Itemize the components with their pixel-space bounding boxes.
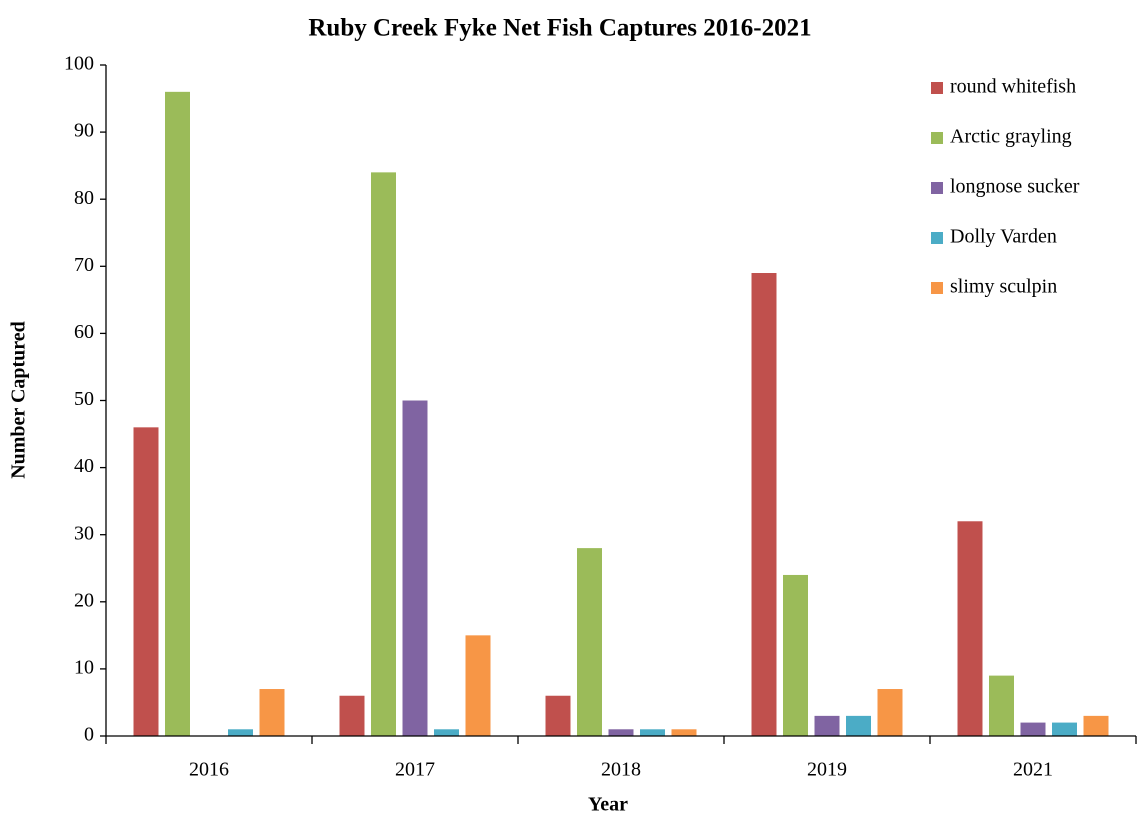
y-tick-label: 30 <box>74 522 94 544</box>
bar <box>465 635 491 736</box>
bar <box>877 689 903 736</box>
x-tick-label: 2018 <box>601 759 641 781</box>
x-tick-label: 2019 <box>807 759 847 781</box>
legend-swatch <box>931 282 943 294</box>
bar <box>957 521 983 736</box>
legend-label: slimy sculpin <box>950 276 1057 298</box>
x-tick-label: 2017 <box>395 759 435 781</box>
y-tick-label: 10 <box>74 656 94 678</box>
legend-label: Dolly Varden <box>950 226 1057 248</box>
bar <box>545 695 571 736</box>
x-tick-label: 2016 <box>189 759 229 781</box>
bar <box>259 689 285 736</box>
bar <box>640 729 665 736</box>
y-tick-label: 70 <box>74 254 94 276</box>
bar <box>783 574 808 736</box>
legend-label: longnose sucker <box>950 176 1080 198</box>
y-tick-label: 0 <box>84 724 94 746</box>
bar <box>1052 722 1077 736</box>
bar <box>608 729 634 736</box>
bar <box>989 675 1014 736</box>
bar <box>846 715 871 736</box>
x-tick-label: 2021 <box>1013 759 1053 781</box>
y-tick-label: 80 <box>74 187 94 209</box>
bar <box>671 729 697 736</box>
y-tick-label: 20 <box>74 589 94 611</box>
bar <box>814 715 840 736</box>
bar <box>371 172 396 737</box>
legend-swatch <box>931 82 943 94</box>
bar <box>577 548 602 736</box>
legend-label: Arctic grayling <box>950 126 1072 148</box>
y-tick-label: 100 <box>64 53 94 75</box>
legend-swatch <box>931 132 943 144</box>
x-axis-label: Year <box>588 794 628 816</box>
bar <box>402 400 428 736</box>
y-tick-label: 60 <box>74 321 94 343</box>
bar <box>339 695 365 736</box>
legend-swatch <box>931 182 943 194</box>
chart-title: Ruby Creek Fyke Net Fish Captures 2016-2… <box>308 15 811 42</box>
bar <box>228 729 253 736</box>
bar <box>1020 722 1046 736</box>
bar <box>1083 715 1109 736</box>
y-tick-label: 90 <box>74 120 94 142</box>
legend-swatch <box>931 232 943 244</box>
bar <box>751 273 777 736</box>
y-axis-label: Number Captured <box>8 321 30 479</box>
y-tick-label: 40 <box>74 455 94 477</box>
bar <box>133 427 159 736</box>
bar <box>165 91 190 737</box>
legend-label: round whitefish <box>950 76 1076 98</box>
bar <box>434 729 459 736</box>
y-tick-label: 50 <box>74 388 94 410</box>
